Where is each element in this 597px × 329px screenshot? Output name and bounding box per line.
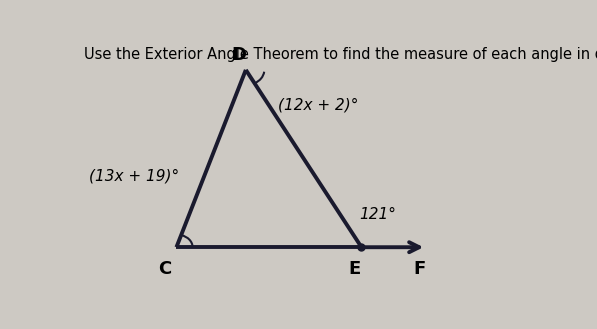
Text: 121°: 121° xyxy=(359,207,396,222)
Text: (13x + 19)°: (13x + 19)° xyxy=(88,169,179,184)
Text: (12x + 2)°: (12x + 2)° xyxy=(278,98,359,113)
Text: C: C xyxy=(158,260,171,278)
Text: F: F xyxy=(413,260,426,278)
Text: E: E xyxy=(349,260,361,278)
Text: D: D xyxy=(232,45,247,63)
Text: Use the Exterior Angle Theorem to find the measure of each angle in degrees.: Use the Exterior Angle Theorem to find t… xyxy=(84,47,597,62)
